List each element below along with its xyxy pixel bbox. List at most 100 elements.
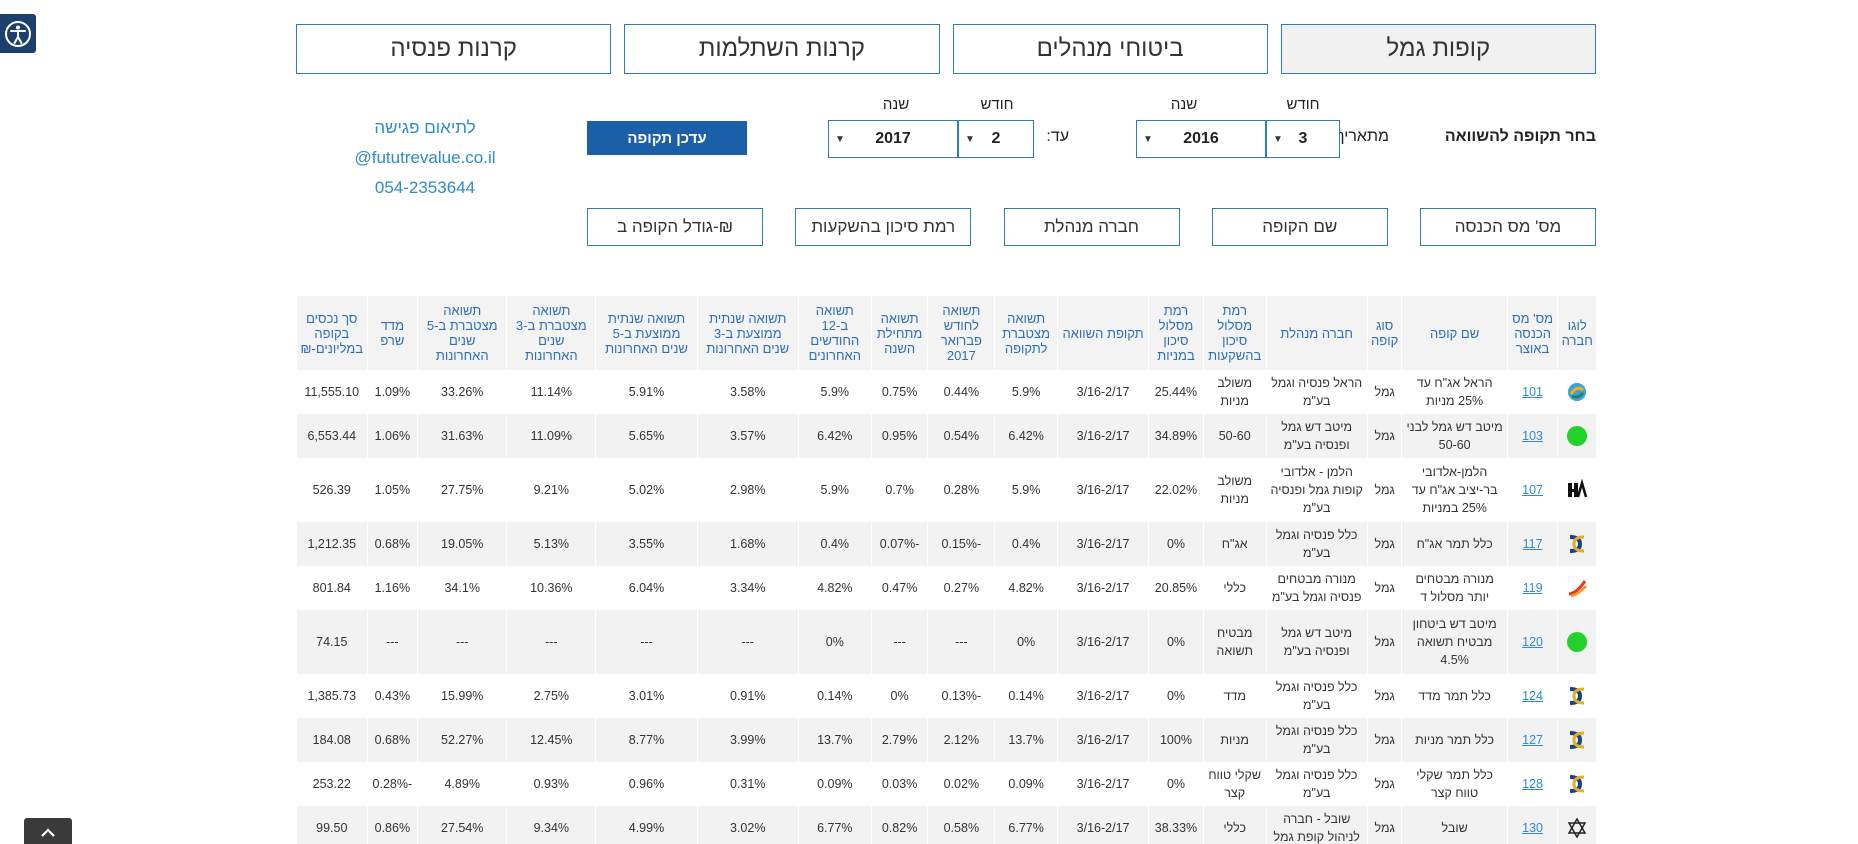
cell-sharpe: 1.09% xyxy=(366,370,418,414)
scroll-to-top-button[interactable] xyxy=(24,818,72,844)
accessibility-button[interactable] xyxy=(0,14,36,53)
cell-name: הראל אג"ח עד 25% מניות xyxy=(1401,370,1508,414)
col-header-ytd-return: תשואה מתחילת השנה xyxy=(870,296,928,370)
tab-study-funds[interactable]: קרנות השתלמות xyxy=(624,24,940,74)
fund-id-link[interactable]: 119 xyxy=(1522,581,1543,595)
cell-cum3: --- xyxy=(506,610,596,674)
cell-ytd: --- xyxy=(870,610,928,674)
cell-assets: 1,385.73 xyxy=(296,674,368,718)
cell-assets: 526.39 xyxy=(296,458,368,522)
cell-m12: 0% xyxy=(797,610,872,674)
cell-m12: 5.9% xyxy=(797,458,872,522)
cell-company: כלל פנסיה וגמל בע"מ xyxy=(1265,718,1368,762)
cell-ytd: 0.75% xyxy=(870,370,928,414)
cell-assets: 801.84 xyxy=(296,566,368,610)
update-period-button[interactable]: עדכן תקופה xyxy=(587,121,747,155)
cell-stock: 34.89% xyxy=(1148,414,1204,458)
table-row[interactable]: 103 מיטב דש גמל לבני 50-60 גמל מיטב דש גמל … xyxy=(296,414,1596,458)
fund-id-link[interactable]: 130 xyxy=(1522,821,1543,835)
cell-company: מיטב דש גמל ופנסיה בע"מ xyxy=(1265,414,1368,458)
cell-period: 3/16-2/17 xyxy=(1057,718,1149,762)
tab-gemel[interactable]: קופות גמל xyxy=(1280,24,1596,74)
table-row[interactable]: 130 שובל גמל שובל - חברה לניהול קופת גמל כלל… xyxy=(296,806,1596,844)
table-row[interactable]: 107 הלמן-אלדובי בר-יציב אג"ח עד 25% במניו… xyxy=(296,458,1596,522)
fund-id-link[interactable]: 103 xyxy=(1522,429,1543,443)
col-header-cum5-return: תשואה מצטברת ב-5 שנים האחרונות xyxy=(417,296,507,370)
clal-logo xyxy=(1566,685,1588,707)
cell-avg5: 6.04% xyxy=(595,566,698,610)
sort-by-tax-id-button[interactable]: מס' מס הכנסה xyxy=(1420,208,1596,246)
col-header-assets: סך נכסים בקופה במליונים-₪ xyxy=(296,296,368,370)
cell-cum: 4.82% xyxy=(994,566,1058,610)
col-header-period: תקופת השוואה xyxy=(1057,296,1149,370)
contact-phone[interactable]: 054-2353644 xyxy=(374,178,476,197)
cell-stock: 20.85% xyxy=(1148,566,1204,610)
table-row[interactable]: 117 כלל תמר אג"ח גמל כלל פנסיה וגמל בע"מ אג"… xyxy=(296,522,1596,566)
table-row[interactable]: 124 כלל תמר מדד גמל כלל פנסיה וגמל בע"מ מדד 0… xyxy=(296,674,1596,718)
sort-by-size-button[interactable]: גודל הקופה ב-₪ xyxy=(587,208,763,246)
fund-id-link[interactable]: 124 xyxy=(1522,689,1543,703)
tax-id-cell: 127 xyxy=(1506,718,1558,762)
cell-sharpe: 1.06% xyxy=(366,414,418,458)
tab-manager-insurance[interactable]: ביטוחי מנהלים xyxy=(952,24,1268,74)
cell-cum3: 12.45% xyxy=(506,718,596,762)
sort-buttons: מס' מס הכנסה שם הקופה חברה מנהלת רמת סיכ… xyxy=(587,208,1596,246)
contact-meeting-link[interactable]: לתיאום פגישה xyxy=(374,118,476,137)
cell-month: -0.15% xyxy=(927,522,995,566)
fund-id-link[interactable]: 127 xyxy=(1522,733,1543,747)
cell-type: גמל xyxy=(1366,674,1402,718)
cell-name: מנורה מבטחים יותר מסלול ד xyxy=(1401,566,1508,610)
cell-cum: 6.77% xyxy=(994,806,1058,844)
table-row[interactable]: 127 כלל תמר מניות גמל כלל פנסיה וגמל בע"מ מנ… xyxy=(296,718,1596,762)
fund-id-link[interactable]: 120 xyxy=(1522,635,1543,649)
contact-email[interactable]: @fututrevalue.co.il xyxy=(354,148,496,167)
sort-by-risk-button[interactable]: רמת סיכון בהשקעות xyxy=(795,208,972,246)
cell-cum5: 34.1% xyxy=(417,566,507,610)
cell-cum5: 31.63% xyxy=(417,414,507,458)
from-year-select[interactable]: 2016 ▼ xyxy=(1136,120,1266,158)
tax-id-cell: 103 xyxy=(1506,414,1558,458)
cell-month: 0.54% xyxy=(927,414,995,458)
tax-id-cell: 124 xyxy=(1506,674,1558,718)
fund-id-link[interactable]: 101 xyxy=(1522,385,1543,399)
to-month-select[interactable]: 2 ▼ xyxy=(958,120,1034,158)
cell-m12: 5.9% xyxy=(797,370,872,414)
chevron-down-icon: ▼ xyxy=(1143,134,1153,145)
tab-pension-funds[interactable]: קרנות פנסיה xyxy=(296,24,612,74)
cell-avg5: 3.55% xyxy=(595,522,698,566)
fund-type-tabs: קופות גמל ביטוחי מנהלים קרנות השתלמות קר… xyxy=(296,24,1596,74)
cell-stock: 0% xyxy=(1148,762,1204,806)
col-header-company: חברה מנהלת xyxy=(1265,296,1368,370)
to-date-group: חודש שנה 2 ▼ 2017 ▼ xyxy=(814,96,1034,158)
cell-assets: 184.08 xyxy=(296,718,368,762)
fund-id-link[interactable]: 128 xyxy=(1522,777,1543,791)
col-header-sharpe: מדד שרפ xyxy=(366,296,418,370)
sort-by-fund-name-button[interactable]: שם הקופה xyxy=(1211,208,1388,246)
cell-avg5: 5.91% xyxy=(595,370,698,414)
cell-sharpe: 1.05% xyxy=(366,458,418,522)
cell-ytd: -0.07% xyxy=(870,522,928,566)
cell-company: כלל פנסיה וגמל בע"מ xyxy=(1265,522,1368,566)
table-row[interactable]: 120 מיטב דש ביטחון מבטיח תשואה 4.5% גמל מיט… xyxy=(296,610,1596,674)
col-header-fund-name: שם קופה xyxy=(1401,296,1508,370)
cell-month: 0.27% xyxy=(927,566,995,610)
cell-month: 0.28% xyxy=(927,458,995,522)
col-header-tax-id: מס' מס הכנסה באוצר xyxy=(1506,296,1558,370)
cell-type: גמל xyxy=(1366,718,1402,762)
cell-cum5: 33.26% xyxy=(417,370,507,414)
fund-id-link[interactable]: 117 xyxy=(1522,537,1543,551)
table-row[interactable]: 128 כלל תמר שקלי טווח קצר גמל כלל פנסיה וגמ… xyxy=(296,762,1596,806)
table-row[interactable]: 101 הראל אג"ח עד 25% מניות גמל הראל פנסיה ו… xyxy=(296,370,1596,414)
sort-by-company-button[interactable]: חברה מנהלת xyxy=(1003,208,1180,246)
cell-ytd: 0.82% xyxy=(870,806,928,844)
tax-id-cell: 120 xyxy=(1506,610,1558,674)
to-year-select[interactable]: 2017 ▼ xyxy=(828,120,958,158)
cell-risk: משולב מניות xyxy=(1202,370,1267,414)
cell-assets: 253.22 xyxy=(296,762,368,806)
fund-id-link[interactable]: 107 xyxy=(1522,483,1543,497)
from-label: מתאריך: xyxy=(1331,128,1389,145)
from-month-select[interactable]: 3 ▼ xyxy=(1266,120,1340,158)
to-month-header: חודש xyxy=(980,96,1014,113)
table-row[interactable]: 119 מנורה מבטחים יותר מסלול ד גמל מנורה מבט… xyxy=(296,566,1596,610)
cell-avg3: 3.34% xyxy=(696,566,799,610)
